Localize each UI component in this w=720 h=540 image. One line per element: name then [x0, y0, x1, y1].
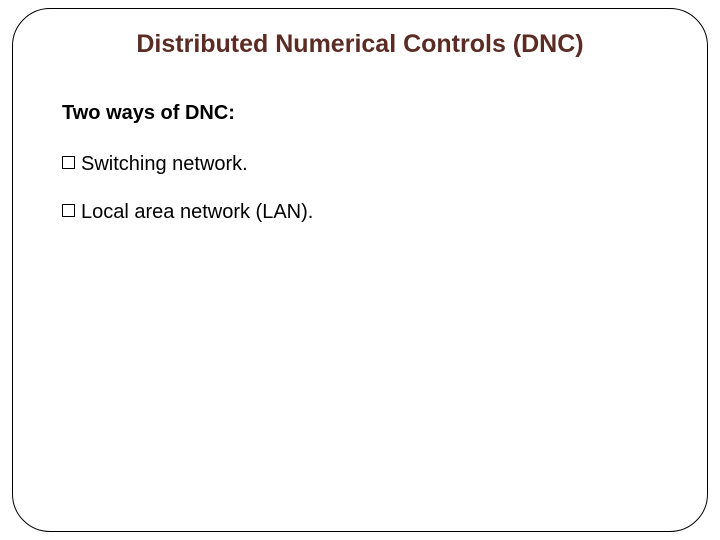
slide-subtitle: Two ways of DNC: [62, 102, 235, 125]
slide-title: Distributed Numerical Controls (DNC) [0, 30, 720, 59]
list-item: Switching network. [62, 152, 313, 176]
bullet-list: Switching network. Local area network (L… [62, 152, 313, 248]
list-item: Local area network (LAN). [62, 200, 313, 224]
bullet-text: Switching network. [81, 152, 248, 176]
slide-frame [12, 8, 708, 532]
bullet-box-icon [62, 204, 75, 217]
slide: Distributed Numerical Controls (DNC) Two… [0, 0, 720, 540]
bullet-box-icon [62, 156, 75, 169]
bullet-text: Local area network (LAN). [81, 200, 313, 224]
